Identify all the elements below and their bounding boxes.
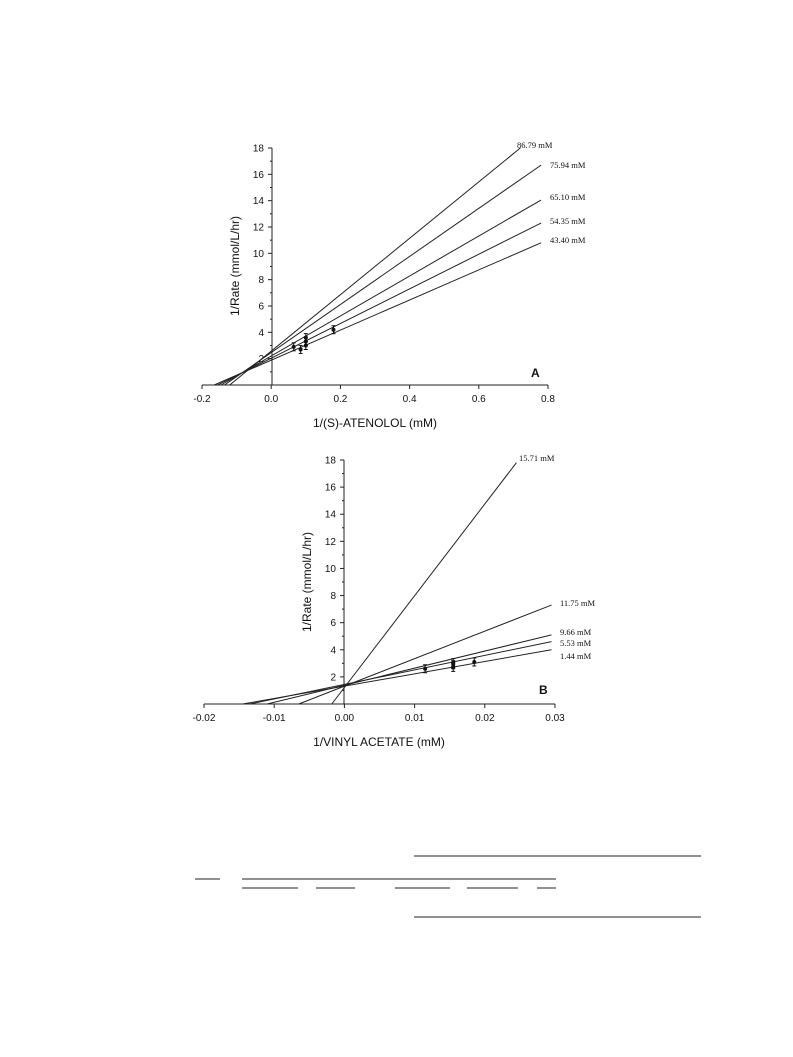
chart-a-y-label: 1/Rate (mmol/L/hr): [228, 216, 242, 316]
y-tick-label: 8: [258, 275, 264, 286]
x-tick-label: 0.4: [403, 394, 417, 405]
chart-a-panel-label: A: [531, 366, 540, 380]
data-point: [298, 344, 303, 354]
data-point: [423, 664, 428, 674]
x-tick-label: 0.01: [405, 713, 425, 724]
series-label: 15.71 mM: [519, 453, 555, 463]
chart-b-x-label: 1/VINYL ACETATE (mM): [313, 735, 445, 749]
y-tick-label: 12: [325, 537, 337, 548]
series-line: [220, 199, 542, 386]
chart-b-series-labels: 15.71 mM 11.75 mM 9.66 mM5.53 mM 1.44 mM: [519, 453, 596, 661]
series-label: 75.94 mM: [550, 160, 586, 170]
series-label: 9.66 mM: [560, 627, 592, 637]
series-line: [242, 649, 552, 705]
series-line: [331, 462, 517, 705]
series-line: [224, 164, 542, 386]
data-point: [291, 342, 296, 352]
chart-b-lines: [242, 462, 552, 705]
x-tick-label: 0.2: [333, 394, 347, 405]
x-tick-label: 0.8: [541, 394, 555, 405]
series-label: 54.35 mM: [550, 216, 586, 226]
y-tick-label: 6: [330, 618, 336, 629]
series-line: [267, 634, 552, 705]
y-tick-label: 6: [258, 302, 264, 313]
x-tick-label: 0.03: [545, 713, 565, 724]
data-point: [303, 333, 308, 343]
chart-b-y-ticks: 2 4 6 8 10 12 14 16 18: [325, 456, 344, 691]
chart-b-panel-label: B: [539, 683, 548, 697]
series-line: [217, 222, 542, 386]
chart-b: -0.02 -0.01 0.00 0.01 0.02 0.03 2 4 6 8 10 12 14 16 1…: [193, 453, 596, 749]
chart-b-x-ticks: -0.02 -0.01 0.00 0.01 0.02 0.03: [193, 704, 565, 724]
x-tick-label: -0.2: [193, 394, 211, 405]
y-tick-label: 18: [325, 456, 337, 467]
series-line: [298, 604, 552, 705]
chart-a-points: [291, 325, 336, 354]
chart-b-points: [423, 657, 477, 674]
series-label: 5.53 mM: [560, 638, 592, 648]
series-line: [213, 242, 542, 386]
y-tick-label: 4: [258, 328, 264, 339]
data-point: [331, 325, 336, 335]
y-tick-label: 16: [253, 170, 265, 181]
y-tick-label: 12: [253, 223, 265, 234]
y-tick-label: 10: [253, 249, 265, 260]
y-tick-label: 16: [325, 483, 337, 494]
y-tick-label: 10: [325, 564, 337, 575]
series-label: 86.79 mM: [517, 140, 553, 150]
x-tick-label: -0.01: [263, 713, 286, 724]
series-label: 43.40 mM: [550, 235, 586, 245]
x-tick-label: 0.00: [335, 713, 355, 724]
y-tick-label: 14: [325, 510, 337, 521]
data-point: [451, 658, 456, 668]
x-tick-label: 0.0: [264, 394, 278, 405]
series-label: 65.10 mM: [550, 192, 586, 202]
series-label: 1.44 mM: [560, 651, 592, 661]
chart-a-x-label: 1/(S)-ATENOLOL (mM): [313, 416, 437, 430]
chart-a-x-ticks: -0.2 0.0 0.2 0.4 0.6 0.8: [193, 385, 555, 405]
equation-rules: [195, 855, 701, 918]
y-tick-label: 4: [330, 645, 336, 656]
y-tick-label: 18: [253, 144, 265, 155]
chart-b-y-label: 1/Rate (mmol/L/hr): [300, 532, 314, 632]
data-point: [472, 657, 477, 667]
chart-a-lines: [213, 147, 542, 386]
chart-a-series-labels: 86.79 mM 75.94 mM 65.10 mM 54.35 mM 43.40 mM: [517, 140, 586, 245]
x-tick-label: 0.02: [475, 713, 495, 724]
y-tick-label: 14: [253, 196, 265, 207]
series-line: [229, 147, 521, 386]
x-tick-label: -0.02: [193, 713, 216, 724]
series-label: 11.75 mM: [560, 598, 596, 608]
x-tick-label: 0.6: [472, 394, 486, 405]
y-tick-label: 2: [330, 672, 336, 683]
y-tick-label: 8: [330, 591, 336, 602]
